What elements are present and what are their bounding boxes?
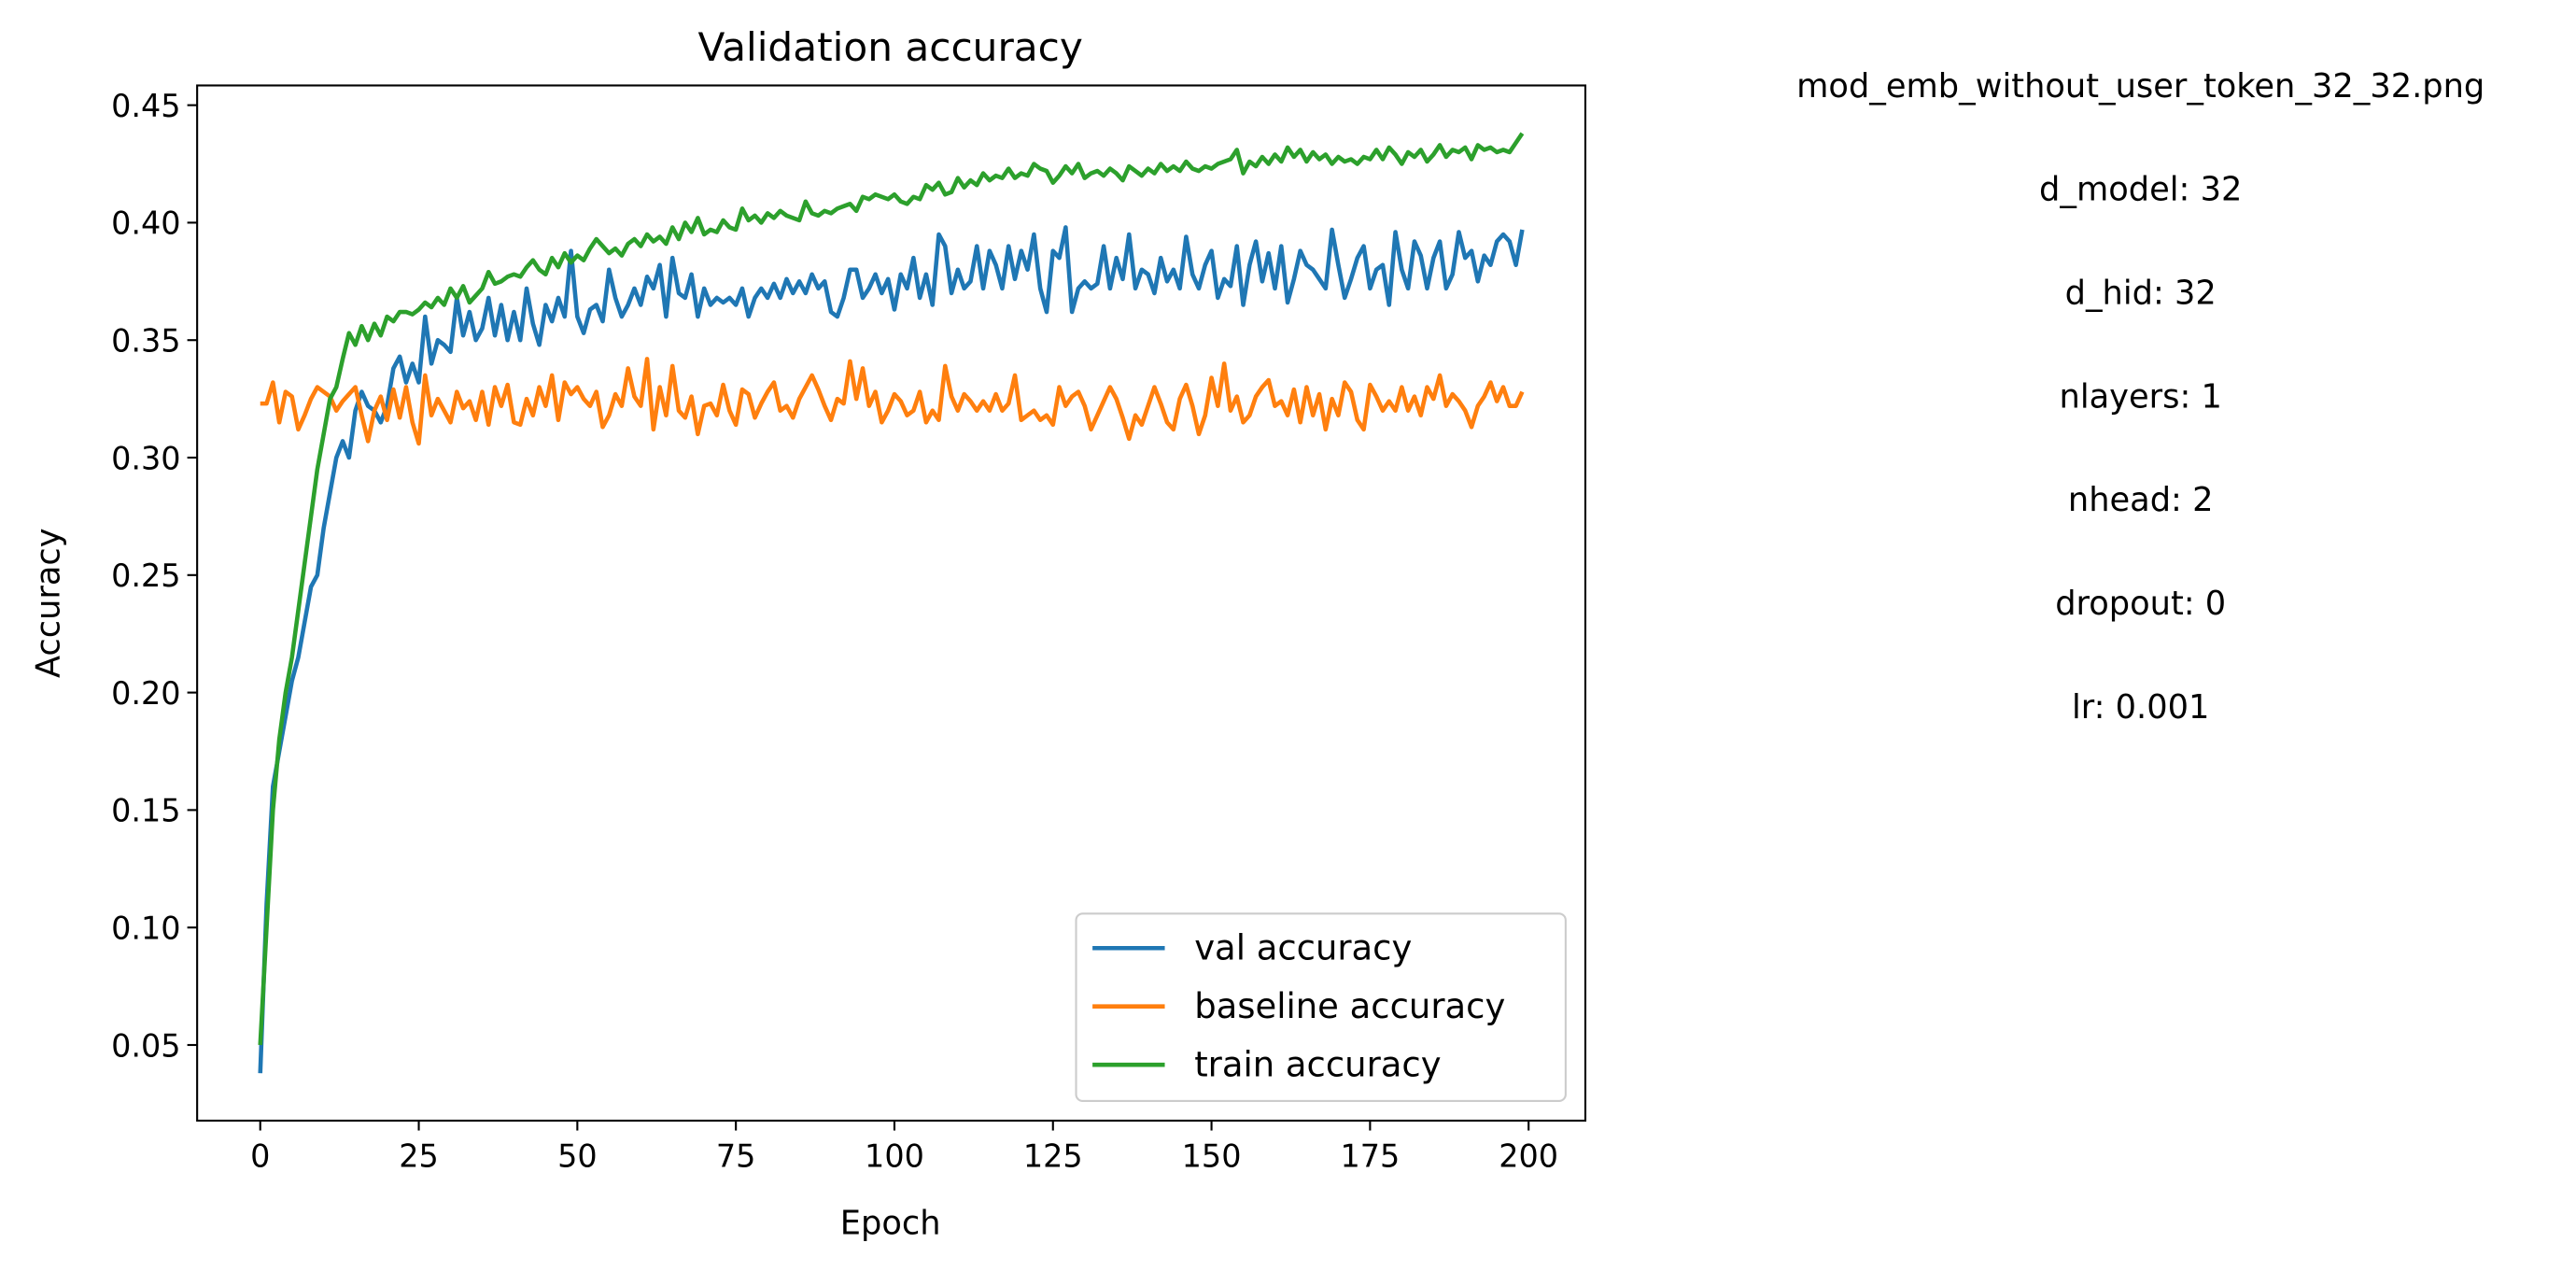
chart-title: Validation accuracy bbox=[697, 24, 1082, 70]
legend-label: baseline accuracy bbox=[1194, 986, 1505, 1026]
annotation: d_hid: 32 bbox=[2065, 275, 2217, 313]
x-tick-label: 125 bbox=[1023, 1137, 1083, 1174]
annotation: dropout: 0 bbox=[2055, 585, 2226, 623]
x-tick-label: 100 bbox=[865, 1137, 924, 1174]
annotation: nlayers: 1 bbox=[2060, 377, 2222, 416]
y-tick-label: 0.35 bbox=[111, 323, 180, 360]
y-tick-label: 0.45 bbox=[111, 88, 180, 124]
y-tick-label: 0.20 bbox=[111, 675, 180, 712]
y-tick-label: 0.15 bbox=[111, 793, 180, 829]
y-tick-label: 0.10 bbox=[111, 911, 180, 947]
x-axis-label: Epoch bbox=[840, 1204, 941, 1242]
plot-frame bbox=[196, 84, 1587, 1123]
y-tick-label: 0.40 bbox=[111, 205, 180, 242]
annotation: d_model: 32 bbox=[2039, 171, 2242, 209]
x-tick-label: 25 bbox=[399, 1137, 439, 1174]
series-line bbox=[258, 225, 1525, 1074]
x-tick-label: 0 bbox=[250, 1137, 270, 1174]
y-tick-label: 0.05 bbox=[111, 1027, 180, 1064]
y-axis-label: Accuracy bbox=[29, 528, 67, 678]
x-tick-label: 150 bbox=[1182, 1137, 1242, 1174]
series-line bbox=[258, 132, 1525, 1046]
y-tick-label: 0.30 bbox=[111, 440, 180, 476]
y-tick-label: 0.25 bbox=[111, 558, 180, 594]
legend-label: val accuracy bbox=[1194, 928, 1412, 968]
annotation: mod_emb_without_user_token_32_32.png bbox=[1796, 67, 2485, 106]
series-line bbox=[260, 357, 1525, 446]
x-tick-label: 50 bbox=[557, 1137, 598, 1174]
annotation: nhead: 2 bbox=[2068, 481, 2214, 519]
x-tick-label: 175 bbox=[1340, 1137, 1400, 1174]
x-tick-label: 75 bbox=[716, 1137, 756, 1174]
legend-label: train accuracy bbox=[1194, 1044, 1441, 1084]
x-tick-label: 200 bbox=[1499, 1137, 1558, 1174]
annotation: lr: 0.001 bbox=[2072, 688, 2209, 727]
legend-box bbox=[1075, 912, 1567, 1102]
